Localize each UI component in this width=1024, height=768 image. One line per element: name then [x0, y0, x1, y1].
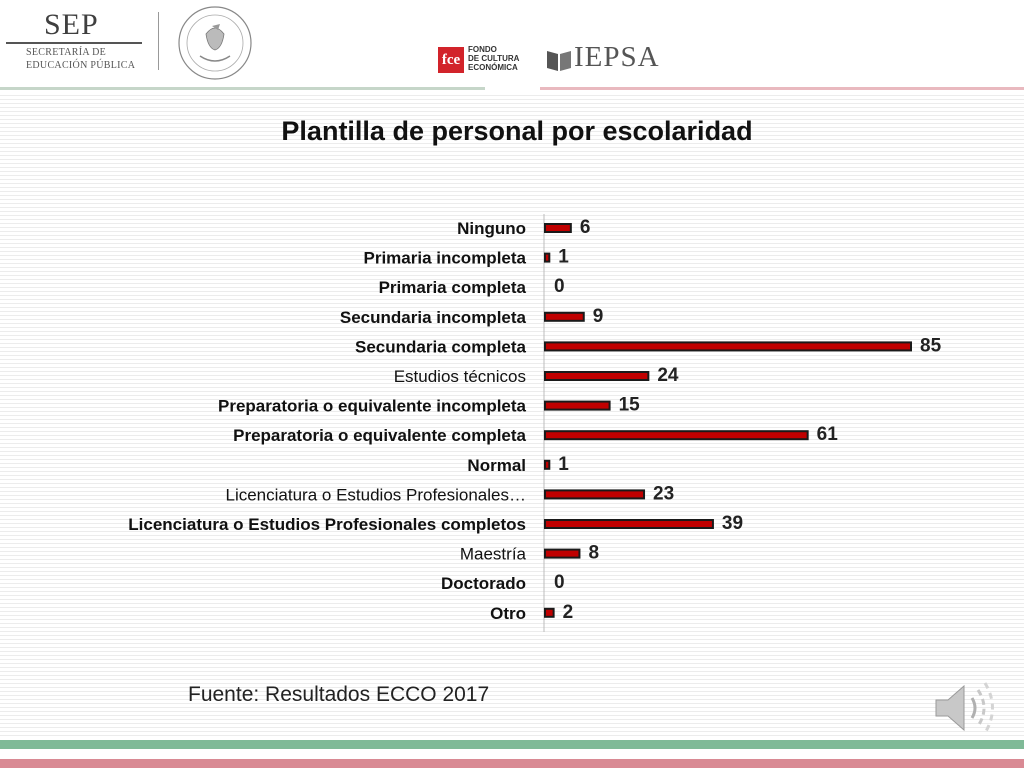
bar-chart: Ninguno 6 Primaria incompleta 1 Primaria com… — [128, 214, 942, 632]
fce-line1: FONDO — [468, 45, 497, 54]
footer-band-red — [0, 759, 1024, 768]
bar — [544, 607, 555, 618]
category-label: Normal — [467, 456, 526, 475]
bar — [544, 371, 650, 381]
slide-header: SEP SECRETARÍA DE EDUCACIÓN PÚBLICA fce … — [0, 0, 1024, 92]
data-label: 6 — [580, 217, 591, 238]
category-label: Secundaria incompleta — [340, 308, 527, 327]
data-label: 2 — [563, 602, 574, 623]
sep-logo: SEP — [44, 8, 99, 41]
data-label: 39 — [722, 513, 743, 534]
sep-logo-rule — [6, 42, 142, 44]
bar — [544, 341, 912, 352]
bar — [544, 311, 585, 322]
category-label: Ninguno — [457, 219, 526, 238]
iepsa-logo: IEPSA — [574, 41, 660, 73]
fce-line2: DE CULTURA — [468, 54, 520, 63]
data-label: 0 — [554, 276, 565, 297]
data-label: 0 — [554, 572, 565, 593]
footer-band-green — [0, 740, 1024, 749]
source-note: Fuente: Resultados ECCO 2017 — [188, 683, 490, 706]
data-label: 24 — [657, 365, 679, 386]
category-label: Estudios técnicos — [394, 367, 526, 386]
category-label: Preparatoria o equivalente completa — [233, 426, 526, 445]
sep-subtitle-line1: SECRETARÍA DE — [26, 47, 107, 58]
bar — [544, 430, 809, 441]
data-label: 1 — [558, 454, 569, 475]
header-rule-green — [0, 87, 485, 90]
bar — [544, 459, 551, 470]
fce-line3: ECONÓMICA — [468, 63, 518, 72]
data-label: 23 — [653, 483, 674, 504]
header-rule-red — [540, 87, 1024, 90]
data-label: 1 — [558, 247, 569, 268]
category-label: Primaria incompleta — [363, 249, 526, 268]
slide-title: Plantilla de personal por escolaridad — [281, 116, 753, 146]
header-divider — [158, 12, 159, 70]
category-label: Licenciatura o Estudios Profesionales… — [226, 485, 527, 504]
book-icon — [547, 51, 571, 71]
category-label: Secundaria completa — [355, 337, 527, 356]
category-label: Maestría — [460, 545, 527, 564]
data-label: 15 — [619, 395, 641, 416]
sep-subtitle-line2: EDUCACIÓN PÚBLICA — [26, 60, 136, 71]
bar — [544, 548, 581, 559]
bar — [544, 252, 551, 263]
fce-name: FONDO DE CULTURA ECONÓMICA — [468, 45, 519, 72]
category-label: Primaria completa — [379, 278, 527, 297]
mexican-seal-icon — [178, 6, 252, 80]
sep-logo-subtitle: SECRETARÍA DE EDUCACIÓN PÚBLICA — [26, 46, 135, 72]
data-label: 8 — [588, 543, 599, 564]
bar — [544, 400, 611, 411]
data-label: 9 — [593, 306, 604, 327]
striped-background — [0, 92, 1024, 738]
category-label: Licenciatura o Estudios Profesionales co… — [128, 515, 526, 534]
data-label: 61 — [817, 424, 839, 445]
speaker-icon[interactable] — [930, 676, 1000, 740]
data-label: 85 — [920, 335, 942, 356]
category-label: Doctorado — [441, 574, 526, 593]
category-label: Preparatoria o equivalente incompleta — [218, 397, 527, 416]
bar — [544, 519, 714, 529]
category-label: Otro — [490, 604, 526, 623]
bar — [544, 489, 646, 500]
bar — [544, 223, 572, 233]
fce-logo: fce — [438, 47, 464, 73]
